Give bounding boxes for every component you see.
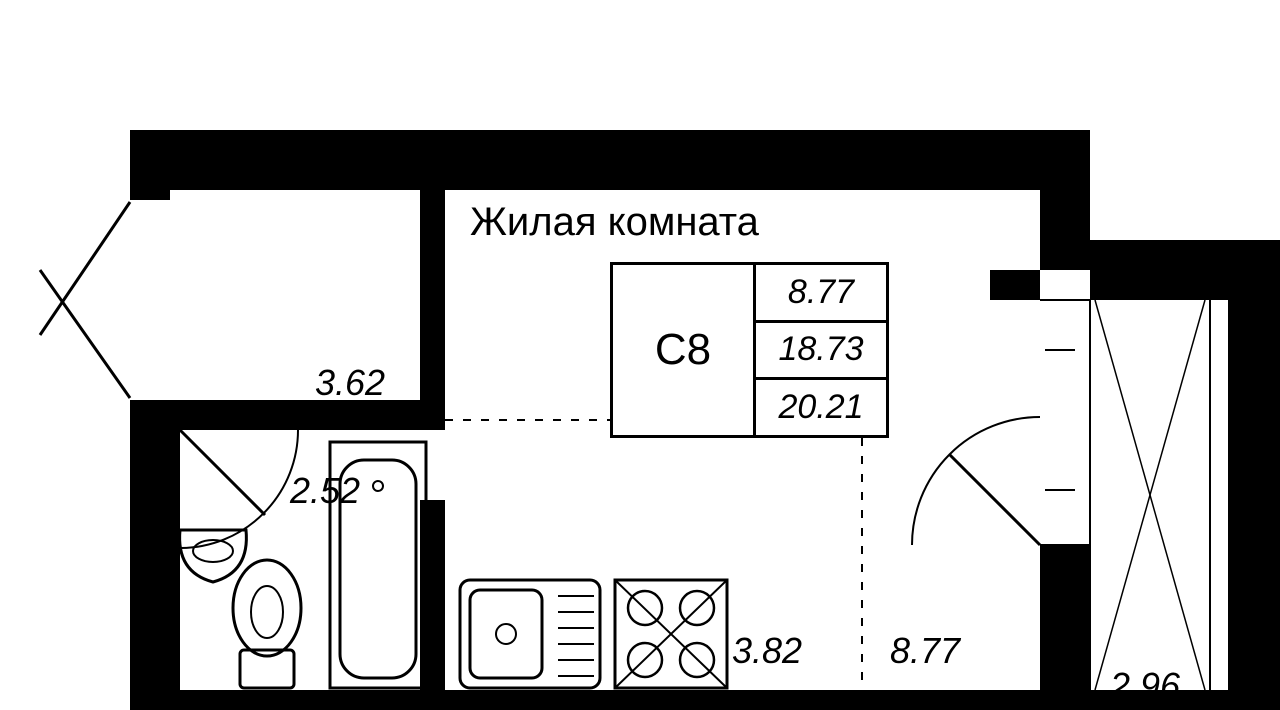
wall-right-main-upper xyxy=(1040,130,1090,270)
wall-balcony-top xyxy=(1090,240,1280,300)
room-title: Жилая комната xyxy=(470,200,759,245)
area-bathroom: 2.52 xyxy=(290,470,360,512)
window-opening-right xyxy=(1060,350,1080,490)
wall-right-jog xyxy=(990,270,1040,300)
wall-closet-right xyxy=(420,190,445,415)
area-living: 8.77 xyxy=(890,630,960,672)
areas-row-1: 18.73 xyxy=(778,330,863,368)
unit-info-table: С8 8.77 18.73 20.21 xyxy=(610,262,889,438)
wall-bath-left xyxy=(165,430,180,710)
floorplan-stage: Жилая комната 3.62 2.52 3.82 8.77 2.96 С… xyxy=(0,0,1280,710)
unit-code: С8 xyxy=(655,325,711,374)
wall-right-main-lower xyxy=(1040,545,1090,710)
wall-top xyxy=(130,130,1090,190)
areas-row-0: 8.77 xyxy=(788,273,854,311)
wall-bath-right xyxy=(420,500,445,710)
wall-left-upper xyxy=(130,130,170,200)
wall-balcony-right xyxy=(1228,300,1280,710)
areas-row-2: 20.21 xyxy=(778,388,863,426)
wall-left-lower xyxy=(130,400,170,710)
area-closet: 3.62 xyxy=(315,362,385,404)
area-balcony: 2.96 xyxy=(1110,665,1180,707)
area-kitchen-zone: 3.82 xyxy=(732,630,802,672)
wall-closet-bottom xyxy=(170,400,445,430)
